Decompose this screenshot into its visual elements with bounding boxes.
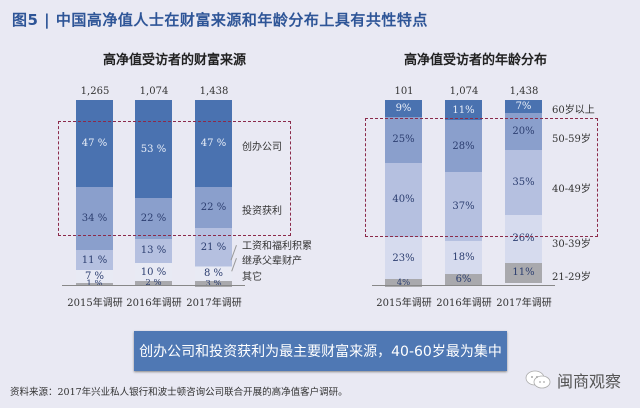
segment-value: 13 % [140, 245, 167, 257]
bar-segment: 23% [385, 236, 422, 281]
wechat-icon [525, 370, 551, 390]
legend-label: 21-29岁 [552, 272, 591, 283]
bar-segment: 13 % [135, 238, 172, 264]
x-axis-label: 2016年调研 [126, 298, 182, 309]
bar-segment: 40% [385, 162, 422, 238]
segment-value: 25% [392, 134, 415, 146]
legend-label: 30-39岁 [552, 239, 591, 250]
bar-segment: 18% [445, 240, 482, 275]
segment-value: 34 % [81, 212, 108, 224]
sample-size-label: 1,438 [509, 86, 539, 97]
bar-segment: 47 % [195, 100, 232, 188]
stacked-bar: 11% 28% 37% 18% 6% [445, 100, 482, 285]
bar-segment: 22 % [135, 198, 172, 240]
segment-value: 1 % [86, 279, 102, 289]
legend-connector [231, 258, 237, 272]
source-note: 资料来源：2017年兴业私人银行和波士顿咨询公司联合开展的高净值客户调研。 [10, 387, 348, 398]
bar-segment: 6% [445, 273, 482, 285]
segment-value: 23% [392, 252, 415, 264]
x-axis-label: 2015年调研 [67, 298, 123, 309]
conclusion-banner: 创办公司和投资获利为最主要财富来源，40-60岁最为集中 [134, 331, 507, 371]
highlight-box-wealth [58, 121, 291, 236]
segment-value: 11% [452, 104, 475, 116]
sample-size-label: 1,074 [449, 86, 479, 97]
bar-segment: 26% [505, 214, 542, 264]
figure-title: 图5 | 中国高净值人士在财富来源和年龄分布上具有共性特点 [12, 11, 428, 29]
x-axis-label: 2017年调研 [186, 298, 242, 309]
stacked-bar: 9% 25% 40% 23% 4% [385, 100, 422, 289]
watermark-text: 闽商观察 [557, 372, 622, 391]
segment-value: 11% [512, 267, 535, 279]
segment-value: 8 % [203, 268, 224, 280]
bar-segment: 3 % [195, 279, 232, 289]
sample-size-label: 101 [394, 86, 414, 97]
legend-label: 继承父辈财产 [242, 256, 302, 267]
segment-value: 37% [452, 200, 475, 212]
watermark: 闽商观察 [525, 368, 621, 392]
x-axis [372, 285, 555, 286]
bar-segment: 22 % [195, 186, 232, 229]
bar-segment: 47 % [76, 100, 113, 188]
stacked-bar: 47 % 22 % 21 % 8 %3 % [195, 100, 232, 289]
bar-segment: 4% [385, 278, 422, 289]
bar-segment: 28% [445, 120, 482, 174]
sample-size-label: 1,265 [80, 86, 110, 97]
sample-size-label: 1,438 [199, 86, 229, 97]
segment-value: 18% [452, 251, 475, 263]
bar-segment: 11% [505, 262, 542, 284]
bar-segment: 1 % [76, 279, 113, 289]
segment-value: 35% [512, 176, 535, 188]
segment-value: 10 % [140, 266, 167, 278]
stacked-bar: 7% 20% 35% 26% 11% [505, 100, 542, 285]
bar-segment: 34 % [76, 186, 113, 251]
segment-value: 2 % [145, 278, 162, 289]
x-axis-label: 2016年调研 [436, 298, 492, 309]
segment-value: 9% [395, 102, 412, 114]
bar-segment: 53 % [135, 100, 172, 200]
legend-label: 50-59岁 [552, 134, 591, 145]
bar-segment: 11 % [76, 249, 113, 272]
bar-segment: 37% [445, 172, 482, 242]
segment-value: 22 % [140, 212, 167, 224]
segment-value: 28% [452, 140, 475, 152]
segment-value: 11 % [81, 254, 108, 266]
stacked-bar: 47 % 34 % 11 % 7 %1 % [76, 100, 113, 289]
segment-value: 22 % [200, 201, 227, 213]
stacked-bar: 53 % 22 % 13 % 10 % 2 % [135, 100, 172, 289]
bar-segment: 2 % [135, 278, 172, 289]
x-axis-label: 2017年调研 [496, 298, 552, 309]
segment-value: 40% [392, 194, 415, 206]
bar-segment: 9% [385, 100, 422, 118]
segment-value: 26% [512, 233, 535, 245]
segment-value: 7 % [84, 271, 105, 283]
legend-label: 60岁以上 [552, 105, 595, 116]
segment-value: 4% [396, 278, 411, 289]
left-chart-title: 高净值受访者的财富来源 [103, 53, 247, 68]
segment-value: 47 % [81, 137, 108, 149]
segment-value: 47 % [200, 137, 227, 149]
right-chart-title: 高净值受访者的年龄分布 [404, 53, 548, 68]
bar-segment: 20% [505, 112, 542, 151]
segment-value: 21 % [200, 241, 227, 253]
segment-value: 7% [515, 100, 532, 112]
x-axis [62, 285, 245, 286]
legend-label: 40-49岁 [552, 184, 591, 195]
highlight-box-age [365, 118, 598, 237]
segment-value: 20% [512, 125, 535, 137]
segment-value: 6% [455, 273, 472, 285]
sample-size-label: 1,074 [139, 86, 169, 97]
segment-value: 53 % [140, 143, 167, 155]
segment-value: 3 % [205, 279, 221, 289]
legend-label: 投资获利 [242, 206, 282, 217]
bar-segment: 7% [505, 100, 542, 114]
x-axis-label: 2015年调研 [376, 298, 432, 309]
legend-label: 创办公司 [242, 142, 282, 153]
legend-label: 工资和福利积累 [242, 241, 312, 252]
legend-label: 其它 [242, 272, 262, 283]
